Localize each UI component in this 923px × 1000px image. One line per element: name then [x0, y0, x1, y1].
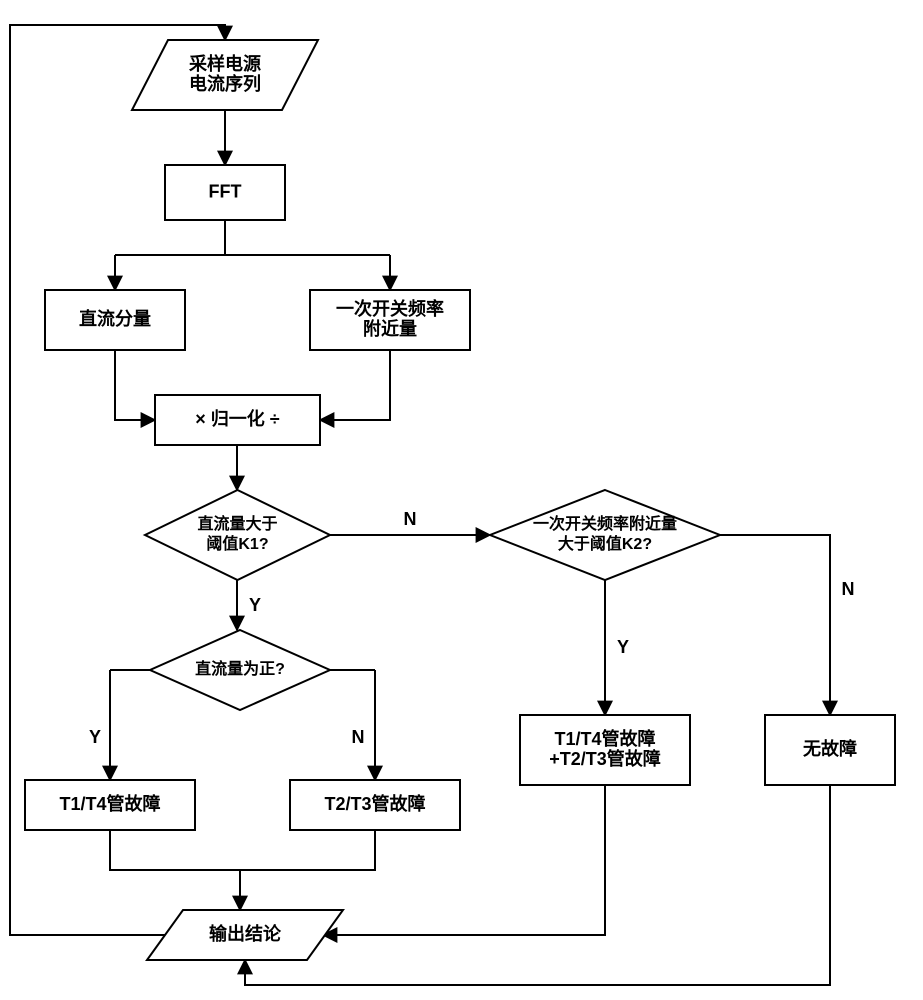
- node-d3: 直流量为正?: [150, 630, 330, 710]
- svg-text:T2/T3管故障: T2/T3管故障: [324, 793, 425, 814]
- svg-text:FFT: FFT: [209, 181, 242, 201]
- node-r1: T1/T4管故障: [25, 780, 195, 830]
- label-d3-n: N: [352, 727, 365, 747]
- node-r4: 无故障: [765, 715, 895, 785]
- svg-text:T1/T4管故障: T1/T4管故障: [59, 793, 160, 814]
- svg-text:采样电源电流序列: 采样电源电流序列: [188, 53, 261, 94]
- node-d1: 直流量大于阈值K1?: [145, 490, 330, 580]
- node-sw: 一次开关频率附近量: [310, 290, 470, 350]
- node-fft: FFT: [165, 165, 285, 220]
- node-out: 输出结论: [147, 910, 343, 960]
- label-d1-n: N: [404, 509, 417, 529]
- node-norm: × 归一化 ÷: [155, 395, 320, 445]
- edge-d2-r4: [720, 535, 830, 715]
- node-r3: T1/T4管故障+T2/T3管故障: [520, 715, 690, 785]
- svg-text:T1/T4管故障+T2/T3管故障: T1/T4管故障+T2/T3管故障: [549, 728, 661, 769]
- edges: N Y Y N Y N: [10, 25, 855, 985]
- edge-dc-norm: [115, 350, 155, 420]
- label-d3-y: Y: [89, 727, 101, 747]
- label-d2-y: Y: [617, 637, 629, 657]
- nodes: 采样电源电流序列 FFT 直流分量 一次开关频率附近量 × 归一化 ÷ 直流量大于阈值K1…: [25, 40, 895, 960]
- svg-text:× 归一化 ÷: × 归一化 ÷: [195, 408, 280, 429]
- label-d1-y: Y: [249, 595, 261, 615]
- node-dc: 直流分量: [45, 290, 185, 350]
- edge-sw-norm: [320, 350, 390, 420]
- edge-r1r2-merge: [110, 830, 375, 870]
- svg-text:输出结论: 输出结论: [209, 923, 282, 944]
- svg-text:直流量为正?: 直流量为正?: [195, 659, 285, 678]
- node-r2: T2/T3管故障: [290, 780, 460, 830]
- svg-text:无故障: 无故障: [803, 738, 857, 759]
- node-d2: 一次开关频率附近量大于阈值K2?: [490, 490, 720, 580]
- svg-text:直流分量: 直流分量: [79, 308, 151, 329]
- node-input: 采样电源电流序列: [132, 40, 318, 110]
- label-d2-n: N: [842, 579, 855, 599]
